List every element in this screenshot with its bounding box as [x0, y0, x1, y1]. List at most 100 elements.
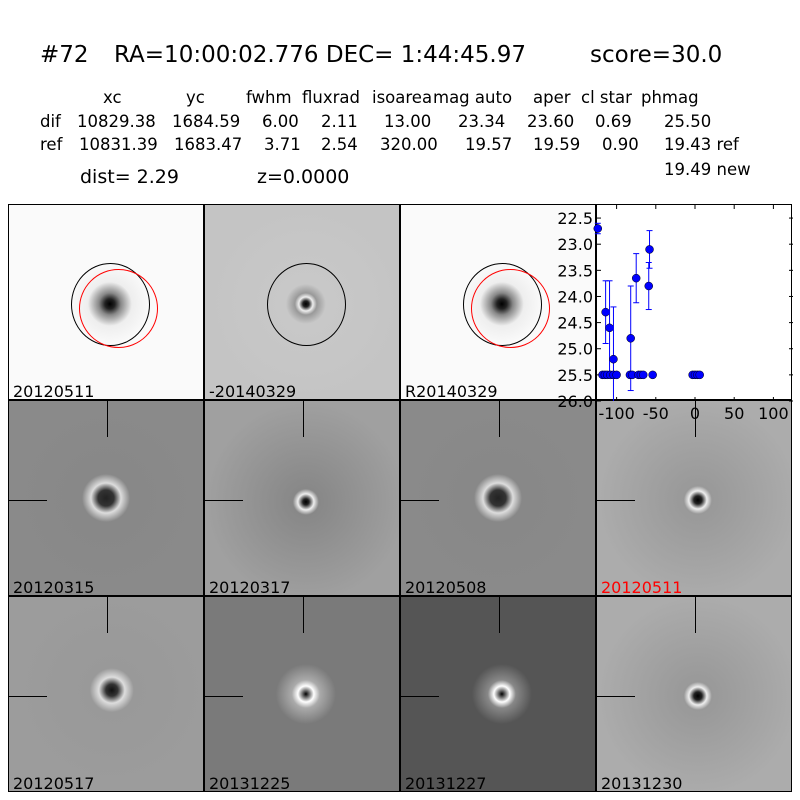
table-cell: 10831.39 — [79, 135, 158, 154]
crosshair-marker — [9, 696, 47, 697]
y-tick-label: 23.5 — [557, 261, 593, 280]
crosshair-marker — [205, 696, 243, 697]
row-label: ref — [40, 135, 63, 154]
table-cell: 3.71 — [264, 135, 301, 154]
image-stamp[interactable]: 20120511 — [8, 204, 204, 400]
crosshair-marker — [499, 597, 500, 633]
crosshair-marker — [597, 696, 635, 697]
table-cell: 23.60 — [527, 112, 575, 131]
column-header: xc — [103, 88, 122, 107]
data-point — [605, 323, 614, 333]
crosshair-marker — [107, 401, 108, 437]
phmag-new: 19.49 new — [664, 160, 751, 179]
y-tick-label: 24.0 — [557, 287, 593, 306]
data-point — [593, 224, 603, 233]
table-cell: 25.50 — [664, 112, 712, 131]
image-stamp[interactable]: 20120317 — [204, 400, 400, 596]
column-header: aper — [533, 88, 571, 107]
column-header: fluxrad — [302, 88, 360, 107]
image-stamp[interactable]: R20140329 — [400, 204, 596, 400]
table-cell: 1684.59 — [172, 112, 241, 131]
data-point — [695, 370, 704, 380]
redshift: z=0.0000 — [257, 166, 350, 188]
table-cell: 23.34 — [458, 112, 506, 131]
lightcurve-plot: 22.5 23.0 23.5 24.0 24.5 25.0 25.5 26.0 -100 -50 0… — [557, 204, 793, 423]
table-cell: 19.43 ref — [664, 135, 739, 154]
stamp-date-label: 20120508 — [405, 578, 487, 596]
score: score=30.0 — [590, 42, 723, 68]
table-cell: 2.54 — [321, 135, 358, 154]
stamp-date-label: 20131227 — [405, 774, 487, 792]
stamp-date-label: 20120517 — [13, 774, 95, 792]
data-point — [645, 245, 654, 254]
data-point — [612, 370, 621, 380]
data-point — [601, 307, 610, 317]
stamp-date-label: 20131230 — [601, 774, 683, 792]
reference-circle — [79, 269, 158, 348]
column-header: yc — [186, 88, 205, 107]
crosshair-marker — [499, 401, 500, 437]
stamp-date-label: 20120315 — [13, 578, 95, 596]
crosshair-marker — [401, 696, 439, 697]
table-cell: 19.57 — [465, 135, 513, 154]
y-tick-label: 25.0 — [557, 340, 593, 359]
image-stamp[interactable]: 20131230 — [596, 596, 792, 792]
x-tick-label: 100 — [758, 404, 789, 423]
stamp-date-label: 20120511 — [601, 578, 683, 596]
table-cell: 0.69 — [595, 112, 632, 131]
crosshair-marker — [597, 500, 635, 501]
stamp-date-label: 20131225 — [209, 774, 291, 792]
table-cell: 0.90 — [602, 135, 639, 154]
x-tick-label: -50 — [643, 404, 669, 423]
column-header: fwhm — [246, 88, 292, 107]
data-point — [639, 370, 648, 380]
row-label: dif — [40, 112, 61, 131]
stamp-date-label: 20120511 — [13, 382, 95, 400]
column-header: mag auto — [433, 88, 513, 107]
candidate-id: #72 — [40, 42, 89, 68]
y-tick-label: 24.5 — [557, 314, 593, 333]
x-tick-label: 0 — [690, 404, 700, 423]
crosshair-marker — [695, 401, 696, 437]
image-stamp[interactable]: 20131227 — [400, 596, 596, 792]
data-point — [644, 281, 653, 291]
crosshair-marker — [9, 500, 47, 501]
reference-circle — [471, 269, 550, 348]
table-cell: 320.00 — [380, 135, 438, 154]
crosshair-marker — [303, 597, 304, 633]
data-point — [626, 334, 635, 343]
stamp-date-label: -20140329 — [209, 382, 297, 400]
table-cell: 6.00 — [262, 112, 299, 131]
image-stamp[interactable]: -20140329 — [204, 204, 400, 400]
y-tick-label: 25.5 — [557, 366, 593, 385]
image-stamp[interactable]: 20131225 — [204, 596, 400, 792]
crosshair-marker — [401, 500, 439, 501]
coordinates: RA=10:00:02.776 DEC= 1:44:45.97 — [114, 42, 527, 68]
x-tick-label: -100 — [598, 404, 634, 423]
dist: dist= 2.29 — [80, 166, 179, 188]
table-cell: 10829.38 — [77, 112, 156, 131]
data-point — [609, 354, 618, 364]
table-cell: 2.11 — [321, 112, 358, 131]
column-header: phmag — [641, 88, 699, 107]
image-stamp[interactable]: 20120315 — [8, 400, 204, 596]
crosshair-marker — [303, 401, 304, 437]
data-point — [648, 370, 657, 380]
image-stamp[interactable]: 20120508 — [400, 400, 596, 596]
column-header: isoarea — [372, 88, 433, 107]
y-tick-label: 23.0 — [557, 235, 593, 254]
stamp-date-label: R20140329 — [405, 382, 498, 400]
image-stamp[interactable]: 20120511 — [596, 400, 792, 596]
aperture-circle — [267, 263, 346, 346]
y-tick-label: 22.5 — [557, 209, 593, 228]
data-point — [631, 273, 641, 283]
crosshair-marker — [107, 597, 108, 633]
y-tick-label: 26.0 — [557, 392, 593, 411]
crosshair-marker — [695, 597, 696, 633]
crosshair-marker — [205, 500, 243, 501]
table-cell: 13.00 — [384, 112, 432, 131]
image-stamp[interactable]: 20120517 — [8, 596, 204, 792]
table-cell: 19.59 — [533, 135, 581, 154]
x-tick-label: 50 — [724, 404, 744, 423]
